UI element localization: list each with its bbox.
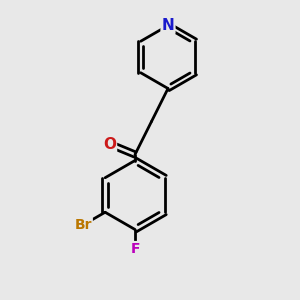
Text: F: F — [130, 242, 140, 256]
Text: N: N — [162, 18, 174, 33]
Text: O: O — [103, 136, 116, 152]
Text: Br: Br — [74, 218, 92, 232]
